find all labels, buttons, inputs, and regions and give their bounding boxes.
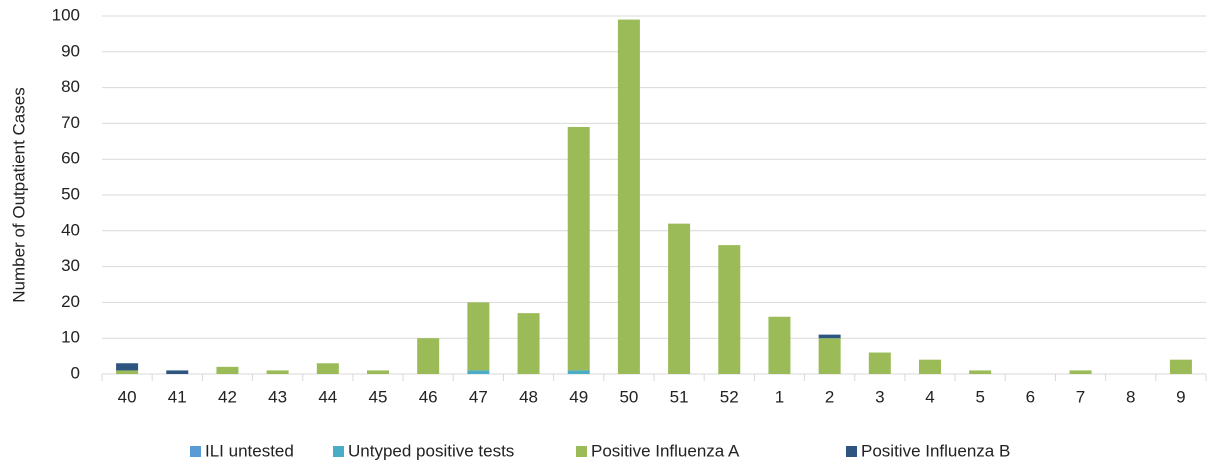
legend-swatch [190, 446, 201, 457]
y-tick-label: 20 [61, 292, 80, 311]
bar-segment [818, 338, 841, 374]
y-tick-label: 60 [61, 149, 80, 168]
x-tick-label: 43 [268, 387, 287, 406]
x-tick-label: 7 [1076, 387, 1085, 406]
x-tick-label: 9 [1176, 387, 1185, 406]
y-tick-label: 10 [61, 328, 80, 347]
bar-segment [417, 338, 440, 374]
x-tick-label: 49 [569, 387, 588, 406]
legend-swatch [333, 446, 344, 457]
x-tick-label: 51 [670, 387, 689, 406]
legend-label: Positive Influenza B [861, 441, 1010, 460]
bar-segment [116, 370, 139, 374]
bar-segment [316, 363, 339, 374]
x-tick-label: 45 [369, 387, 388, 406]
x-tick-label: 50 [619, 387, 638, 406]
x-tick-label: 46 [419, 387, 438, 406]
bar-segment [266, 370, 289, 374]
x-tick-label: 47 [469, 387, 488, 406]
x-tick-label: 48 [519, 387, 538, 406]
y-tick-label: 30 [61, 256, 80, 275]
bar-segment [166, 370, 189, 374]
y-tick-label: 80 [61, 77, 80, 96]
bar-segment [768, 316, 791, 374]
y-tick-label: 100 [52, 5, 80, 24]
legend-label: ILI untested [205, 441, 294, 460]
bar-segment [116, 363, 139, 371]
y-tick-label: 50 [61, 184, 80, 203]
y-tick-label: 0 [71, 363, 80, 382]
x-tick-label: 40 [118, 387, 137, 406]
x-tick-label: 42 [218, 387, 237, 406]
bar-segment [818, 334, 841, 339]
x-tick-label: 3 [875, 387, 884, 406]
x-tick-label: 8 [1126, 387, 1135, 406]
bar-segment [517, 313, 540, 374]
bar-segment [216, 366, 239, 374]
x-tick-label: 1 [775, 387, 784, 406]
x-tick-label: 4 [925, 387, 934, 406]
bar-segment [969, 370, 992, 374]
x-tick-label: 52 [720, 387, 739, 406]
x-tick-label: 6 [1026, 387, 1035, 406]
y-tick-label: 70 [61, 113, 80, 132]
bar-segment [668, 223, 691, 374]
legend-label: Untyped positive tests [348, 441, 514, 460]
bar-segment [567, 370, 590, 374]
legend-label: Positive Influenza A [591, 441, 740, 460]
x-tick-label: 41 [168, 387, 187, 406]
bar-segment [567, 126, 590, 371]
bar-segment [467, 370, 490, 374]
bar-segment [919, 359, 941, 374]
y-axis-label: Number of Outpatient Cases [9, 87, 28, 302]
bar-segment [617, 19, 640, 375]
bar-segment [868, 352, 891, 374]
legend-swatch [846, 446, 857, 457]
bar-segment [1069, 370, 1092, 374]
x-tick-label: 44 [318, 387, 337, 406]
bar-segment [1169, 359, 1192, 374]
x-tick-label: 2 [825, 387, 834, 406]
bar-segment [367, 370, 389, 374]
y-tick-label: 40 [61, 220, 80, 239]
y-tick-label: 90 [61, 41, 80, 60]
legend-swatch [576, 446, 587, 457]
x-tick-label: 5 [975, 387, 984, 406]
bar-segment [718, 245, 741, 374]
bar-segment [467, 302, 490, 371]
